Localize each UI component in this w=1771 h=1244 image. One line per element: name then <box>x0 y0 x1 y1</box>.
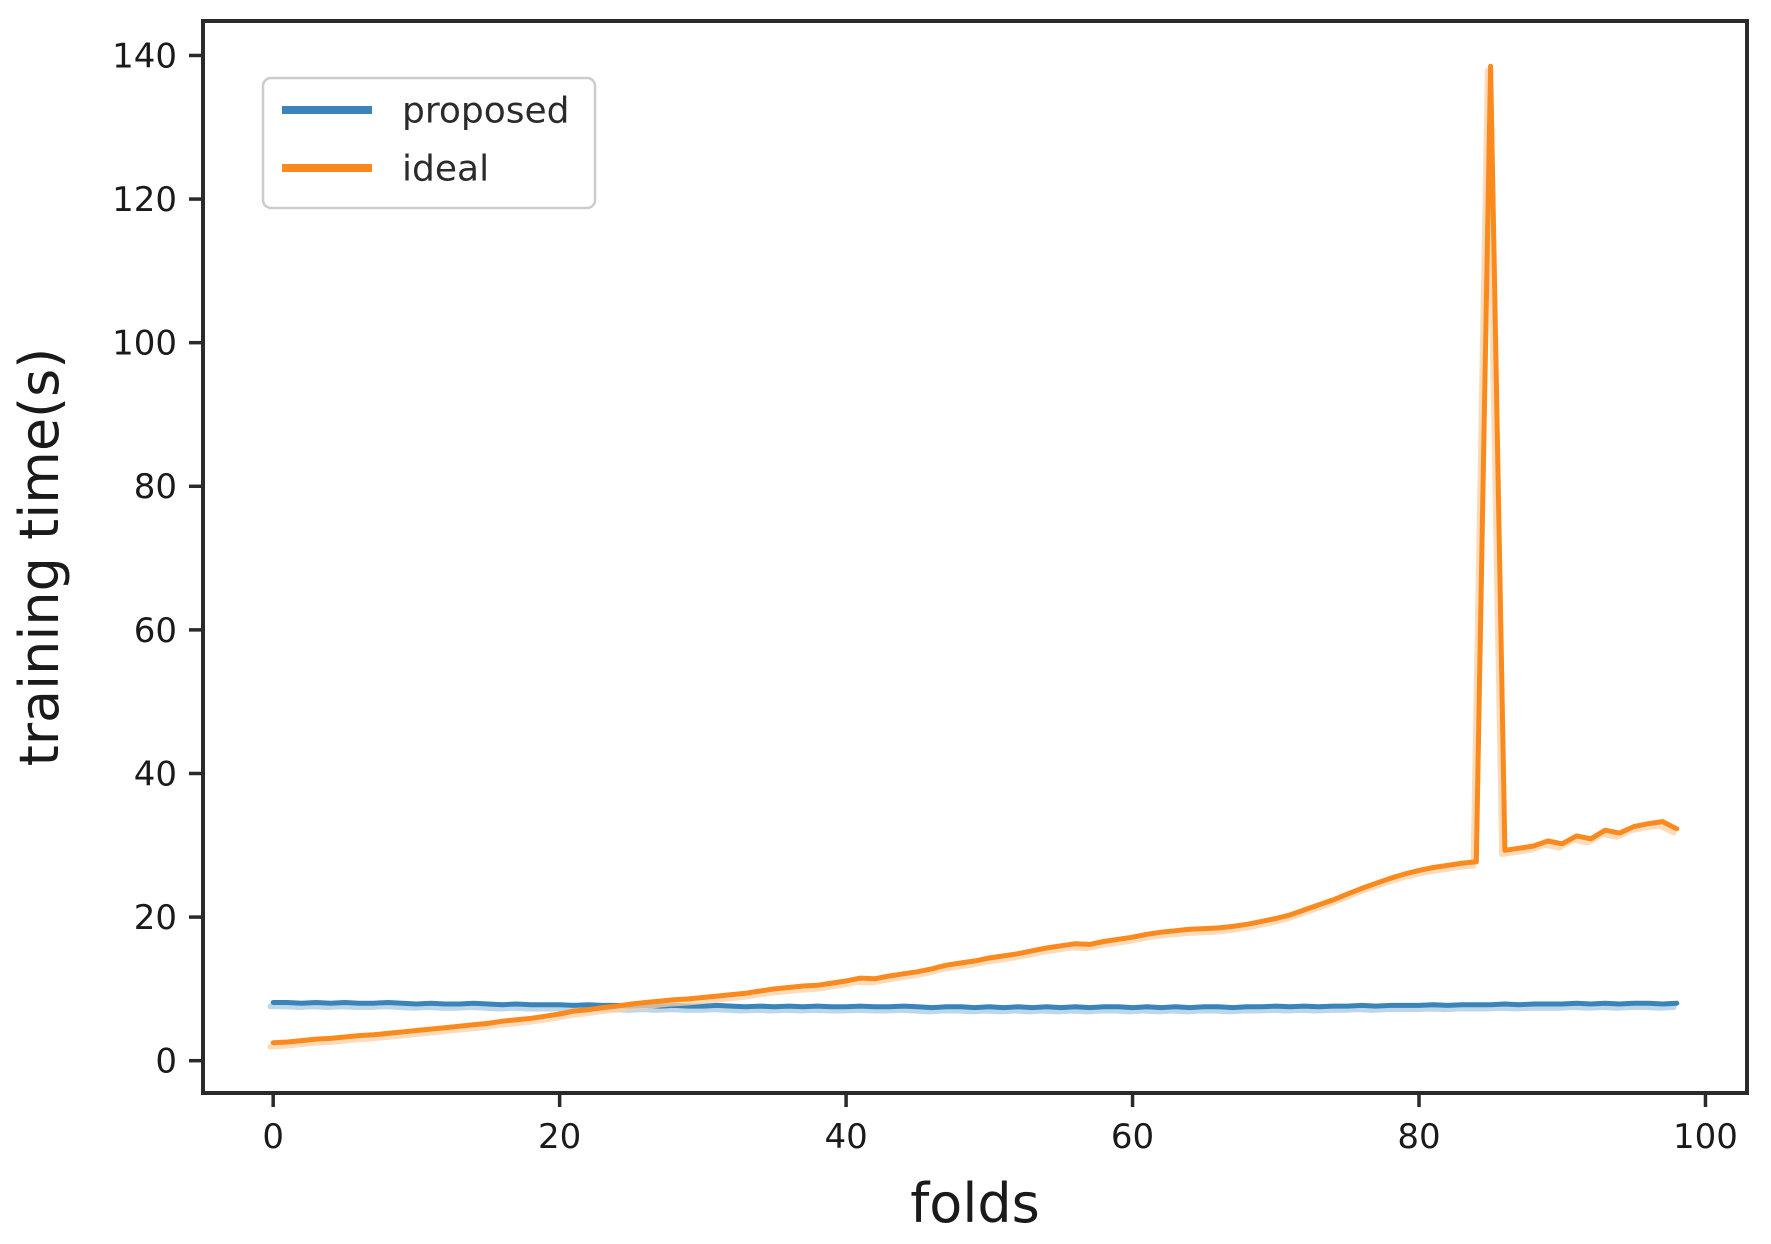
y-tick-label: 20 <box>134 898 177 938</box>
line-ideal <box>270 63 1680 1046</box>
y-tick-label: 40 <box>134 754 177 794</box>
line-halo-proposed <box>267 1003 1677 1015</box>
x-tick-label: 100 <box>1673 1117 1738 1157</box>
line-halo-ideal <box>267 67 1677 1050</box>
legend-label-proposed: proposed <box>402 91 570 132</box>
x-tick-label: 40 <box>824 1117 867 1157</box>
data-series <box>267 63 1680 1050</box>
y-tick-label: 120 <box>112 180 177 220</box>
legend: proposed ideal <box>261 76 597 210</box>
y-axis-label: training time(s) <box>8 348 71 767</box>
y-tick-label: 80 <box>134 467 177 507</box>
y-tick-label: 60 <box>134 611 177 651</box>
line-proposed <box>270 1000 1680 1011</box>
y-tick-label: 100 <box>112 324 177 364</box>
x-tick-label: 0 <box>262 1117 284 1157</box>
legend-label-ideal: ideal <box>402 149 489 190</box>
x-tick-label: 60 <box>1111 1117 1154 1157</box>
plot-spines <box>201 19 1749 1095</box>
y-tick-label: 0 <box>155 1042 177 1082</box>
y-tick-label: 140 <box>112 36 177 76</box>
x-axis-label: folds <box>910 1172 1039 1235</box>
x-tick-label: 20 <box>538 1117 581 1157</box>
x-tick-label: 80 <box>1397 1117 1440 1157</box>
axis-ticks: 0 20 40 60 80 100 0 20 40 60 80 100 120 140 <box>112 36 1738 1157</box>
